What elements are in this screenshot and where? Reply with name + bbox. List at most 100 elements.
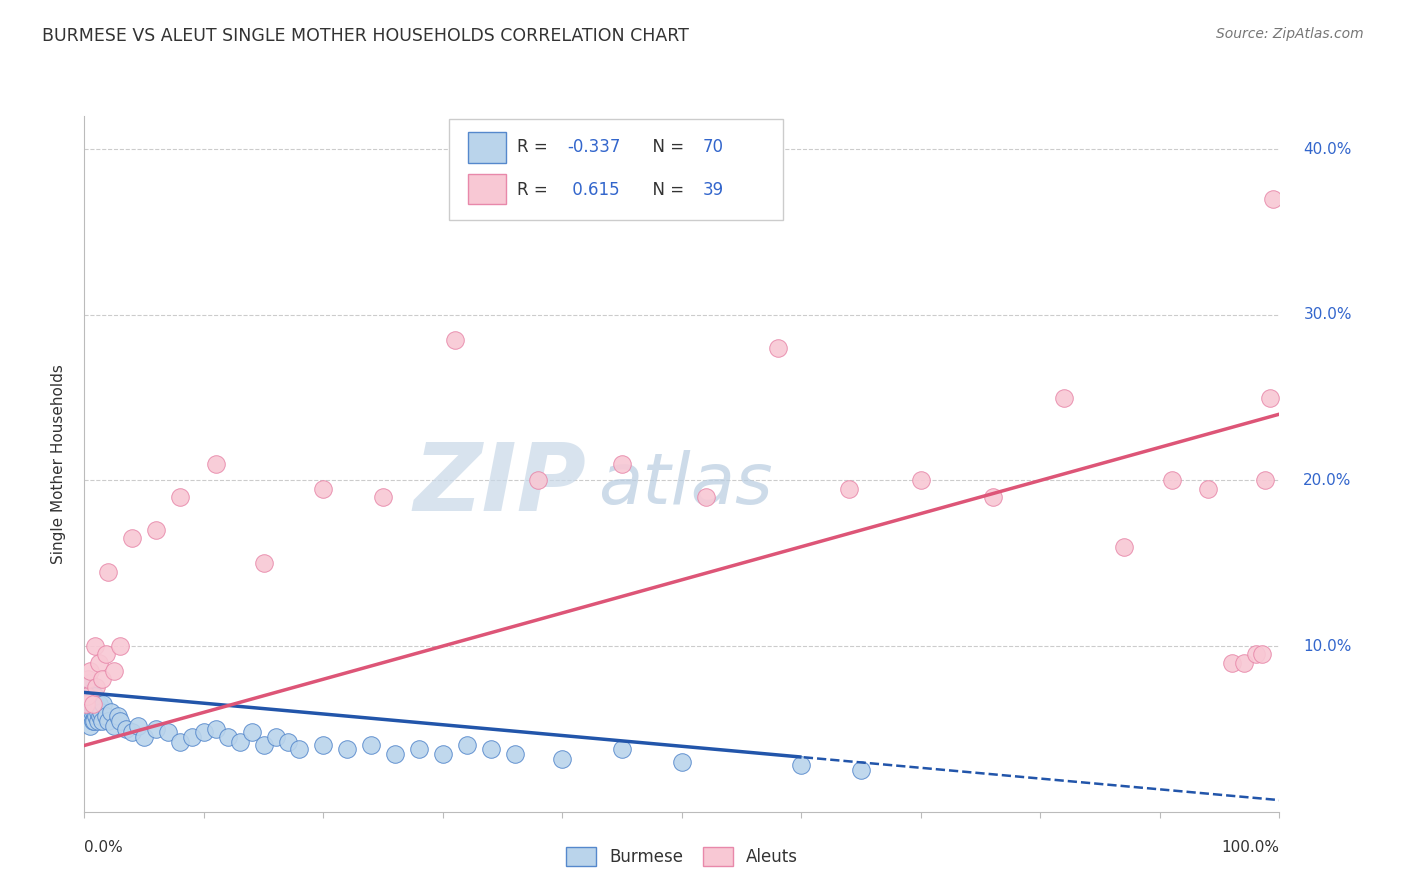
Point — [838, 482, 860, 496]
Point — [205, 722, 228, 736]
Point — [75, 697, 97, 711]
Text: 39: 39 — [702, 181, 723, 200]
Point — [110, 714, 132, 728]
Point — [84, 702, 107, 716]
Point — [80, 685, 103, 699]
Point — [408, 741, 430, 756]
Point — [205, 457, 228, 471]
Point — [527, 474, 550, 488]
Point — [610, 457, 633, 471]
Point — [371, 490, 394, 504]
Text: 0.0%: 0.0% — [84, 839, 124, 855]
Text: R =: R = — [517, 138, 553, 156]
Point — [83, 706, 105, 720]
Point — [77, 681, 100, 695]
Legend: Burmese, Aleuts: Burmese, Aleuts — [560, 840, 804, 873]
Point — [80, 706, 103, 720]
Point — [157, 725, 180, 739]
Point — [82, 697, 104, 711]
Point — [1232, 656, 1254, 670]
Point — [432, 747, 454, 761]
Text: BURMESE VS ALEUT SINGLE MOTHER HOUSEHOLDS CORRELATION CHART: BURMESE VS ALEUT SINGLE MOTHER HOUSEHOLD… — [42, 27, 689, 45]
Text: 30.0%: 30.0% — [1303, 307, 1351, 322]
Point — [127, 718, 149, 732]
Point — [1220, 656, 1243, 670]
FancyBboxPatch shape — [468, 132, 506, 162]
Point — [790, 758, 813, 772]
Point — [79, 718, 101, 732]
Point — [77, 689, 100, 703]
Point — [83, 692, 105, 706]
Point — [97, 714, 120, 728]
Text: N =: N = — [643, 138, 690, 156]
Point — [87, 656, 110, 670]
Point — [312, 482, 335, 496]
Point — [84, 708, 107, 723]
Point — [1197, 482, 1219, 496]
Point — [84, 698, 107, 713]
Point — [115, 722, 138, 736]
Point — [336, 741, 359, 756]
Text: R =: R = — [517, 181, 553, 200]
Point — [169, 735, 191, 749]
Point — [145, 722, 167, 736]
Text: Source: ZipAtlas.com: Source: ZipAtlas.com — [1216, 27, 1364, 41]
Y-axis label: Single Mother Households: Single Mother Households — [51, 364, 66, 564]
Point — [180, 730, 202, 744]
Point — [456, 739, 478, 753]
Point — [551, 752, 574, 766]
Point — [145, 523, 167, 537]
Point — [121, 725, 143, 739]
Point — [84, 639, 107, 653]
Point — [312, 739, 335, 753]
Point — [79, 697, 101, 711]
Point — [193, 725, 215, 739]
Point — [84, 681, 107, 695]
Point — [1250, 648, 1272, 662]
Point — [360, 739, 382, 753]
Point — [76, 689, 98, 703]
Text: N =: N = — [643, 181, 690, 200]
Point — [253, 739, 276, 753]
Point — [80, 692, 103, 706]
Point — [94, 708, 117, 723]
Point — [1112, 540, 1135, 554]
Point — [91, 672, 114, 686]
Point — [82, 700, 104, 714]
Text: -0.337: -0.337 — [567, 138, 620, 156]
Point — [97, 565, 120, 579]
Point — [1258, 391, 1281, 405]
Point — [169, 490, 191, 504]
Point — [264, 730, 287, 744]
Point — [87, 697, 110, 711]
FancyBboxPatch shape — [468, 174, 506, 204]
Text: ZIP: ZIP — [413, 439, 586, 531]
Point — [479, 741, 502, 756]
Point — [110, 639, 132, 653]
Point — [107, 708, 129, 723]
Point — [253, 556, 276, 570]
Point — [86, 714, 108, 728]
Point — [93, 697, 115, 711]
Point — [671, 755, 693, 769]
Point — [77, 708, 100, 723]
Point — [84, 689, 107, 703]
Point — [766, 341, 789, 355]
Point — [76, 685, 98, 699]
Point — [76, 692, 98, 706]
Point — [90, 706, 112, 720]
Point — [1244, 648, 1267, 662]
Point — [1254, 474, 1277, 488]
Point — [695, 490, 717, 504]
Text: 40.0%: 40.0% — [1303, 142, 1351, 157]
Point — [288, 741, 311, 756]
Point — [1053, 391, 1076, 405]
Text: 20.0%: 20.0% — [1303, 473, 1351, 488]
Text: 10.0%: 10.0% — [1303, 639, 1351, 654]
Point — [82, 714, 104, 728]
Point — [228, 735, 252, 749]
Point — [121, 532, 143, 546]
Point — [1263, 192, 1285, 206]
Point — [75, 689, 97, 703]
Point — [103, 664, 125, 678]
